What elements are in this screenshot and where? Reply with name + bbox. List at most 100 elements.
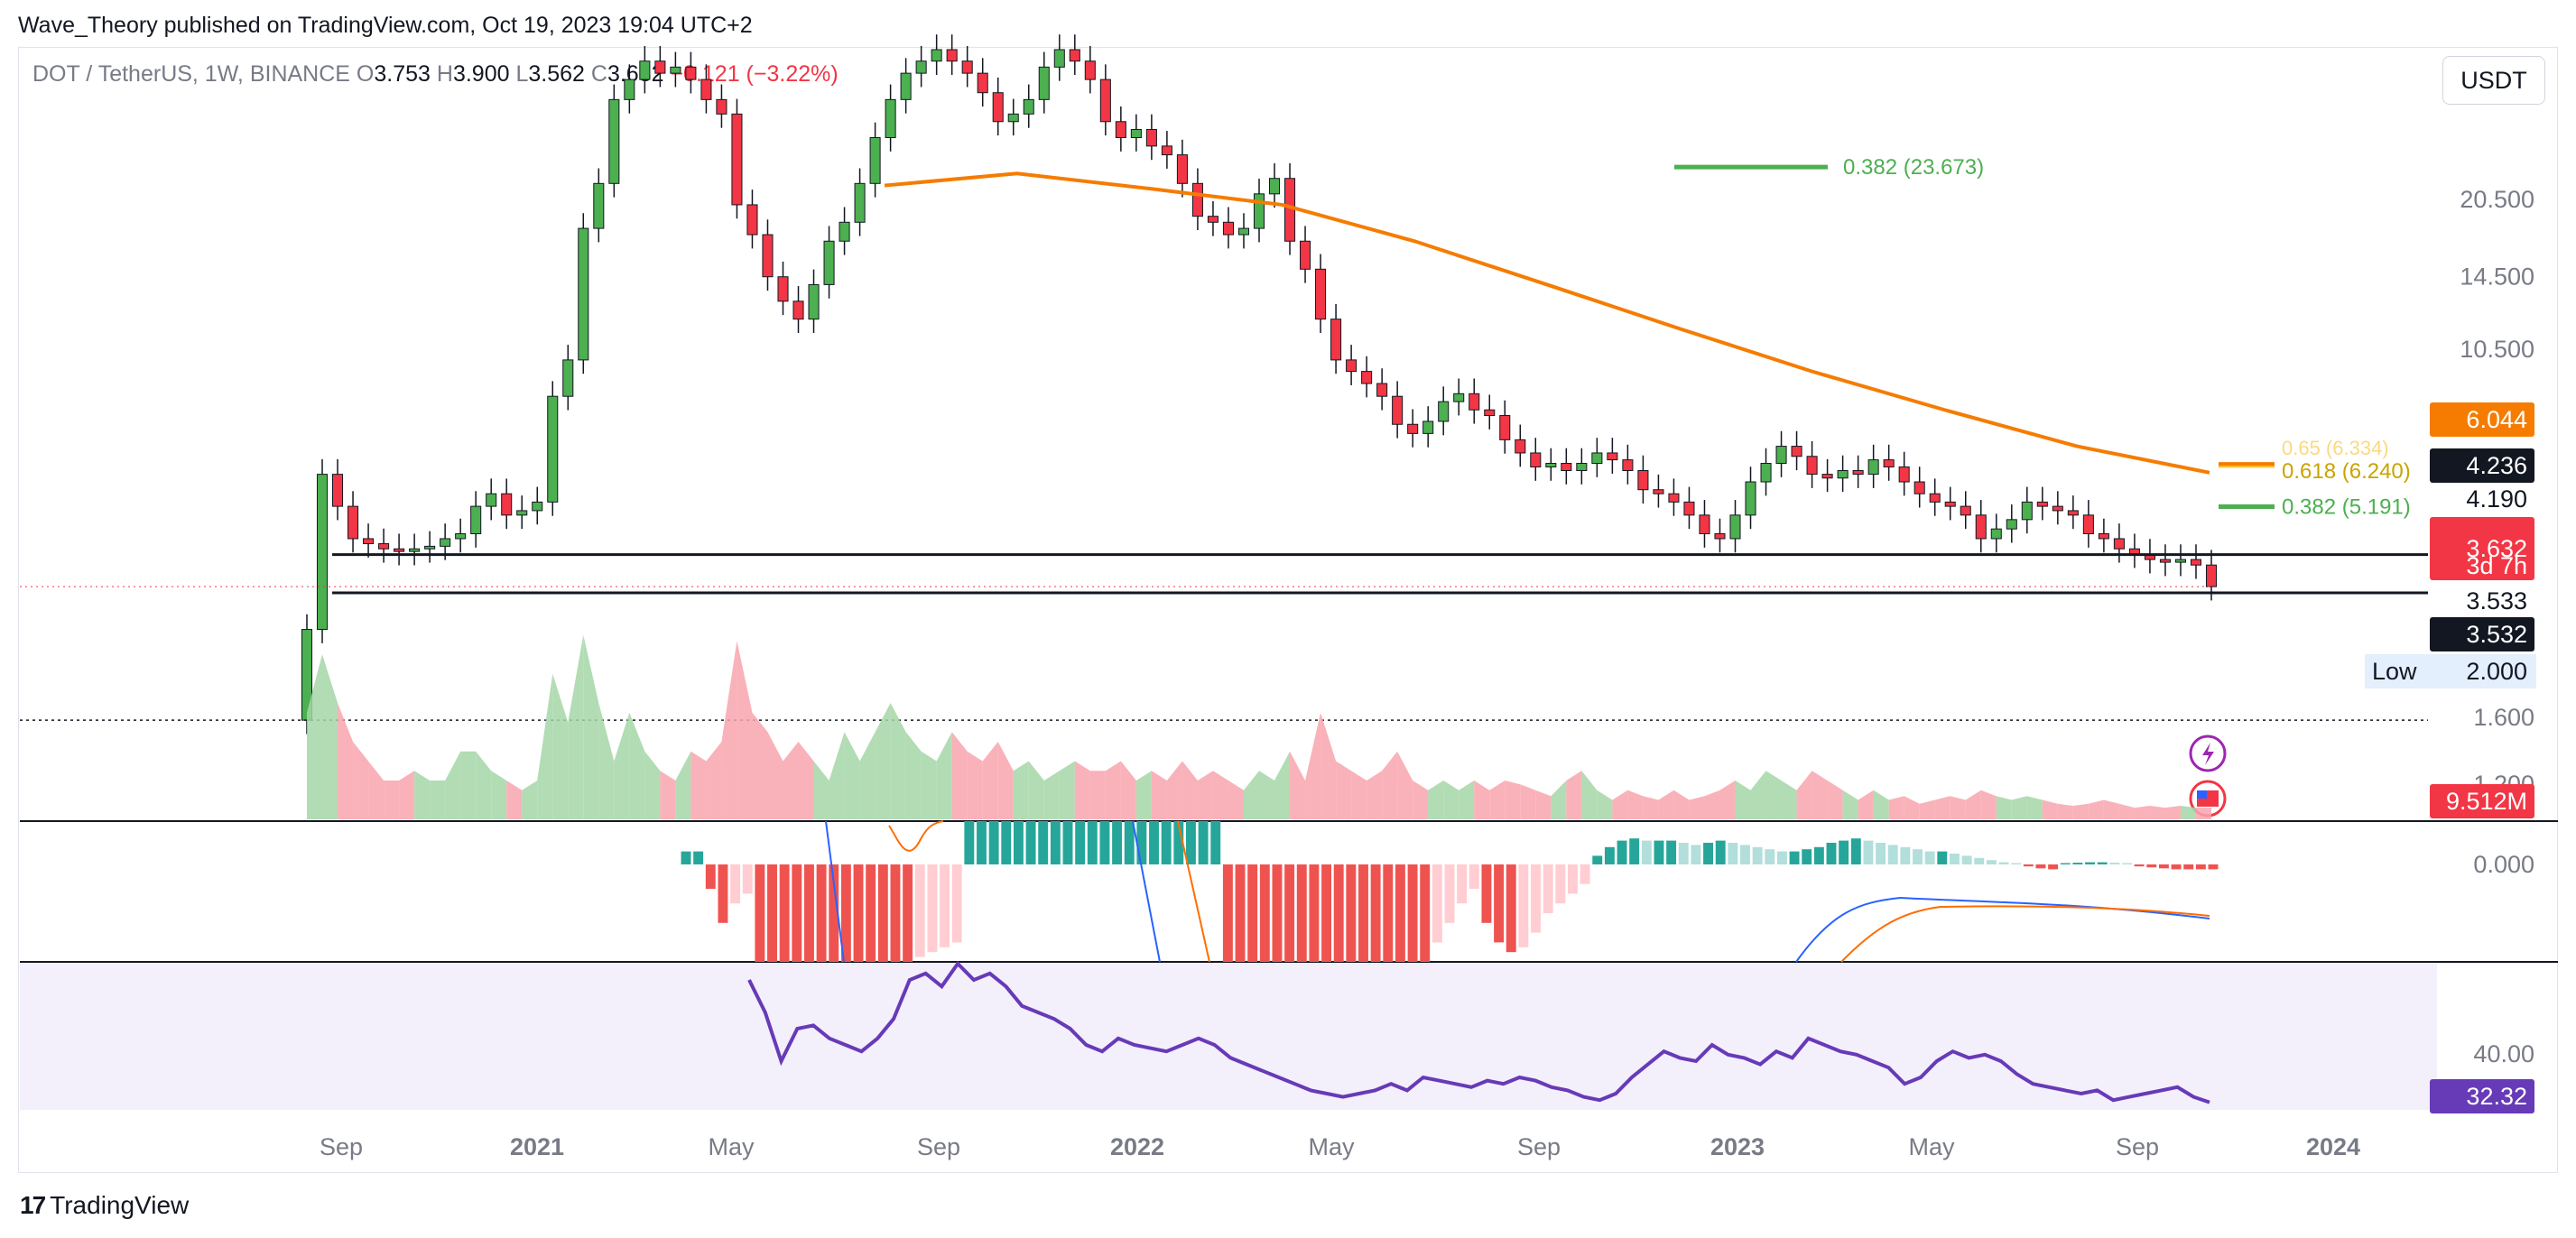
candle — [1145, 128, 1157, 147]
volume-bar — [1274, 751, 1291, 819]
candle — [2006, 519, 2017, 530]
x-tick-label: 2024 — [2306, 1133, 2360, 1160]
volume-bar — [491, 771, 507, 819]
macd-histogram-bar — [1222, 864, 1233, 962]
volume-bar — [368, 761, 385, 819]
candle — [1084, 60, 1096, 80]
candle — [977, 72, 988, 94]
volume-bar — [1965, 790, 1981, 819]
volume-bar — [1428, 781, 1444, 819]
candle — [1023, 98, 1034, 115]
rsi-40-label: 40.00 — [2473, 1040, 2534, 1067]
macd-histogram-bar — [1518, 864, 1529, 947]
low-label-bg — [2365, 654, 2536, 688]
candle — [1637, 470, 1649, 491]
volume-bar — [583, 634, 599, 819]
lightning-glyph — [2202, 743, 2214, 765]
volume-bar — [798, 742, 814, 819]
level-3532-label-bg — [2430, 617, 2534, 651]
candle — [1176, 154, 1188, 184]
candle — [1837, 470, 1849, 479]
volume-bar — [752, 712, 768, 819]
candle — [547, 395, 559, 503]
volume-bar — [1089, 771, 1106, 819]
macd-histogram-bar — [1112, 821, 1123, 864]
volume-bar — [1888, 796, 1904, 819]
volume-bar — [399, 771, 415, 819]
candle — [1422, 420, 1434, 434]
macd-histogram-bar — [1001, 821, 1012, 864]
volume-bar — [1919, 799, 1935, 819]
candle — [455, 533, 467, 540]
candle — [2205, 564, 2218, 587]
volume-bar — [307, 654, 323, 819]
candle — [854, 182, 866, 223]
candle — [1944, 501, 1956, 507]
candle — [1438, 401, 1450, 422]
macd-histogram-bar — [1592, 855, 1603, 864]
volume-bar — [1413, 781, 1429, 819]
level-3533-label: 3.533 — [2466, 587, 2527, 614]
low-label: L — [515, 61, 529, 87]
macd-histogram-bar — [2183, 864, 2194, 870]
volume-bar — [1904, 796, 1920, 819]
macd-histogram-bar — [2048, 864, 2059, 870]
candle — [1115, 121, 1126, 139]
candle — [1300, 240, 1311, 270]
candle — [2036, 501, 2048, 507]
candle — [900, 72, 912, 100]
volume-bar — [2088, 799, 2104, 819]
macd-histogram-bar — [792, 864, 802, 962]
macd-histogram-bar — [730, 864, 741, 904]
low-prefix: Low — [2372, 658, 2417, 685]
candle — [1007, 113, 1019, 123]
y-tick-label: 20.500 — [2460, 186, 2534, 213]
macd-histogram-bar — [1641, 840, 1652, 864]
footer-brand: TradingView — [50, 1191, 190, 1219]
macd-histogram-bar — [1050, 821, 1061, 864]
macd-histogram-bar — [1949, 854, 1960, 864]
macd-histogram-bar — [1272, 864, 1283, 962]
candle — [378, 543, 390, 550]
volume-bar — [1336, 761, 1352, 819]
symbol-title[interactable]: DOT / TetherUS, 1W, BINANCE — [32, 61, 350, 87]
volume-bar — [552, 673, 569, 819]
macd-histogram-bar — [1370, 864, 1381, 962]
macd-histogram-bar — [1087, 821, 1098, 864]
y-tick-label: 10.500 — [2460, 336, 2534, 363]
candle — [316, 474, 329, 631]
volume-bar — [629, 712, 645, 819]
fib-label-0618: 0.618 (6.240) — [2282, 459, 2411, 484]
macd-histogram-bar — [1617, 840, 1627, 864]
candle — [1253, 193, 1265, 229]
macd-histogram-bar — [1038, 821, 1049, 864]
macd-histogram-bar — [1543, 864, 1553, 913]
volume-bar — [844, 732, 860, 819]
volume-bar — [445, 751, 461, 819]
macd-histogram-bar — [1432, 864, 1442, 943]
change-value: −0.121 (−3.22%) — [670, 61, 839, 87]
volume-bar — [1459, 781, 1475, 819]
macd-histogram-bar — [1506, 864, 1516, 953]
volume-bar — [506, 781, 523, 819]
candle — [532, 501, 543, 512]
macd-histogram-bar — [890, 864, 901, 962]
macd-histogram-bar — [1715, 840, 1726, 864]
macd-histogram-bar — [1765, 849, 1775, 864]
volume-bar — [1151, 771, 1167, 819]
volume-bar — [1397, 751, 1413, 819]
macd-histogram-bar — [1813, 846, 1824, 864]
volume-bar — [1873, 790, 1889, 819]
macd-histogram-bar — [705, 864, 716, 889]
currency-button[interactable]: USDT — [2442, 56, 2545, 105]
volume-bar — [1489, 781, 1506, 819]
candle — [1883, 459, 1895, 467]
macd-histogram-bar — [1826, 843, 1837, 864]
candle — [1130, 128, 1142, 139]
y-tick-label: 14.500 — [2460, 263, 2534, 291]
candle — [2113, 538, 2125, 550]
volume-bar — [829, 732, 845, 819]
candle — [363, 538, 375, 545]
macd-histogram-bar — [1025, 821, 1036, 864]
